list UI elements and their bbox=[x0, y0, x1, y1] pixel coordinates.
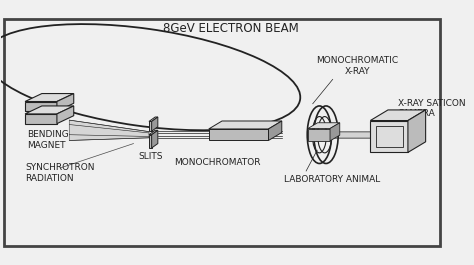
Polygon shape bbox=[268, 121, 282, 140]
Text: 8GeV ELECTRON BEAM: 8GeV ELECTRON BEAM bbox=[163, 22, 299, 35]
Polygon shape bbox=[308, 123, 340, 129]
Polygon shape bbox=[57, 106, 74, 124]
Polygon shape bbox=[57, 94, 74, 111]
Polygon shape bbox=[149, 130, 158, 135]
Polygon shape bbox=[308, 129, 330, 141]
Polygon shape bbox=[152, 117, 158, 131]
Polygon shape bbox=[149, 117, 158, 121]
Text: X-RAY SATICON
CAMERA: X-RAY SATICON CAMERA bbox=[398, 99, 465, 118]
Text: MONOCHROMATIC
X-RAY: MONOCHROMATIC X-RAY bbox=[316, 56, 398, 76]
Polygon shape bbox=[25, 101, 57, 111]
Text: MONOCHROMATOR: MONOCHROMATOR bbox=[174, 158, 261, 167]
Polygon shape bbox=[370, 110, 426, 121]
Polygon shape bbox=[152, 130, 158, 148]
Polygon shape bbox=[25, 94, 74, 101]
Polygon shape bbox=[370, 121, 408, 152]
Polygon shape bbox=[25, 114, 57, 124]
Polygon shape bbox=[408, 110, 426, 152]
Polygon shape bbox=[330, 131, 370, 138]
Polygon shape bbox=[149, 121, 152, 131]
Polygon shape bbox=[209, 129, 268, 140]
Polygon shape bbox=[69, 120, 149, 140]
Polygon shape bbox=[330, 123, 340, 141]
Polygon shape bbox=[25, 106, 74, 114]
Text: SYNCHROTRON
RADIATION: SYNCHROTRON RADIATION bbox=[25, 164, 94, 183]
Text: BENDING
MAGNET: BENDING MAGNET bbox=[27, 130, 69, 150]
Polygon shape bbox=[209, 121, 282, 129]
Text: LABORATORY ANIMAL: LABORATORY ANIMAL bbox=[284, 175, 380, 184]
Polygon shape bbox=[149, 135, 152, 148]
Text: SLITS: SLITS bbox=[138, 152, 163, 161]
